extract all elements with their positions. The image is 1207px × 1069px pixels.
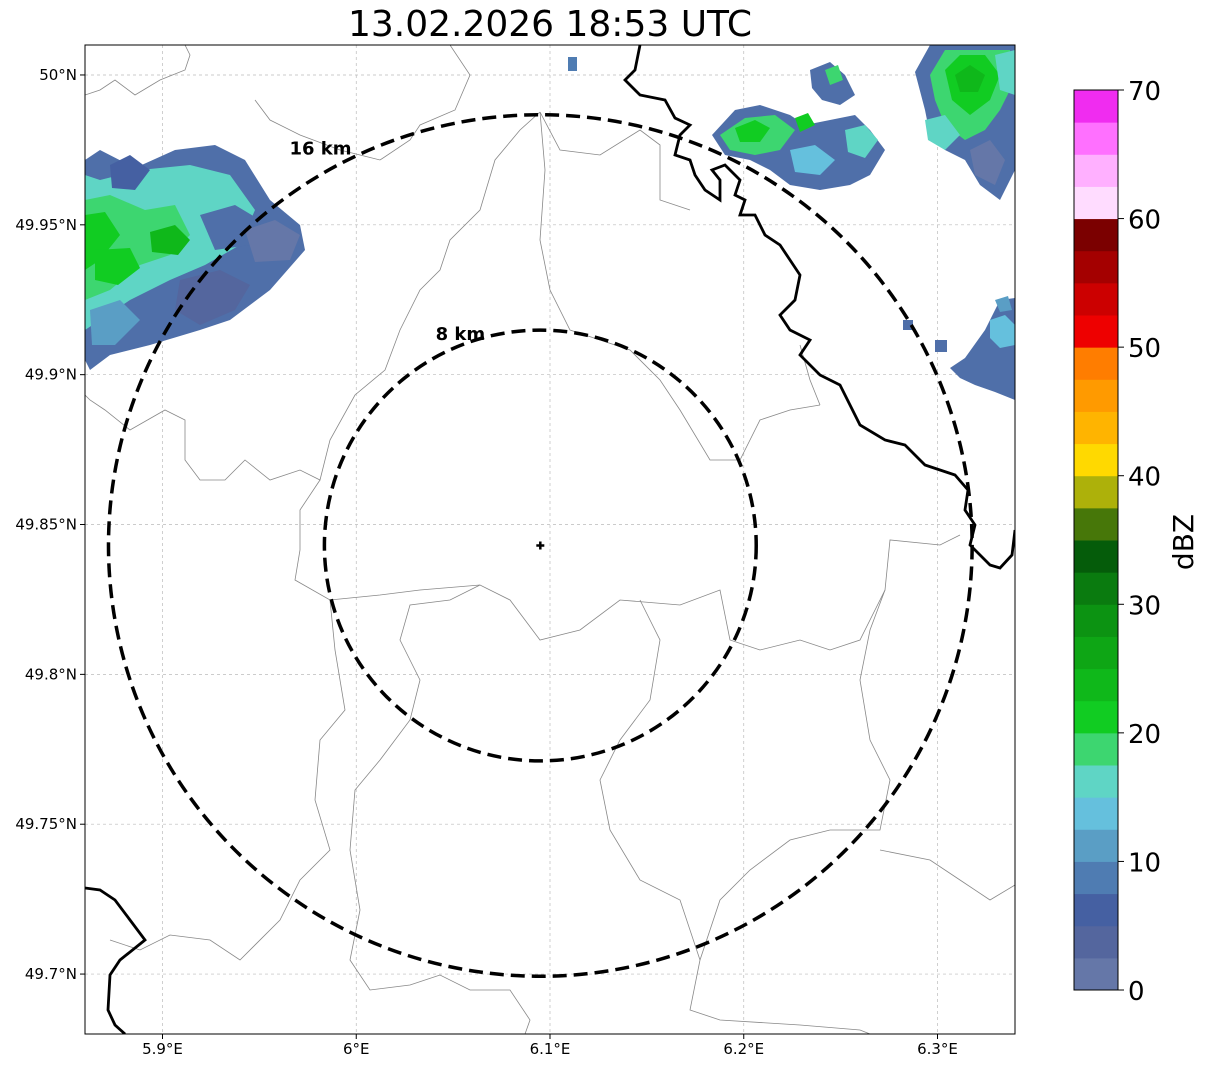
lat-tick-label-5: 49.75°N: [15, 815, 77, 833]
lon-tick-label-0: 5.9°E: [142, 1040, 183, 1058]
lon-tick-label-3: 6.2°E: [723, 1040, 764, 1058]
echo-cluster-north: [712, 62, 885, 190]
colorbar-segment-23: [1074, 218, 1118, 252]
colorbar: 0 10 20 30 40 50 60 70 dBZ: [1073, 77, 1200, 1007]
range-ring-16km: [106, 112, 974, 978]
colorbar-segment-11: [1074, 604, 1118, 637]
range-ring-label-8km: 8 km: [436, 324, 486, 345]
colorbar-tick-label-7: 70: [1128, 77, 1161, 107]
range-ring-8km: [322, 328, 758, 763]
colorbar-segment-6: [1074, 765, 1118, 798]
colorbar-segment-7: [1074, 732, 1118, 766]
country-borders: [85, 45, 1015, 1034]
radar-echoes: [85, 45, 1015, 400]
lat-tick-label-3: 49.85°N: [15, 516, 77, 534]
colorbar-segment-16: [1074, 443, 1118, 477]
colorbar-segment-25: [1074, 154, 1118, 187]
lat-tick-label-0: 50°N: [39, 66, 77, 84]
colorbar-segment-27: [1074, 90, 1118, 123]
echo-cluster-east: [903, 296, 1015, 400]
lat-tick-label-2: 49.9°N: [25, 366, 77, 384]
colorbar-segment-20: [1074, 315, 1118, 348]
colorbar-label: dBZ: [1167, 514, 1200, 570]
lon-tick-label-2: 6.1°E: [530, 1040, 571, 1058]
axis-labels: 5.9°E 6°E 6.1°E 6.2°E 6.3°E 50°N 49.95°N 49.9°N…: [15, 66, 958, 1058]
colorbar-segment-0: [1074, 957, 1118, 991]
colorbar-segment-22: [1074, 250, 1118, 284]
range-rings: 8 km 16 km: [106, 112, 974, 978]
colorbar-segment-13: [1074, 540, 1118, 573]
colorbar-tick-label-4: 40: [1128, 463, 1161, 493]
colorbar-segment-19: [1074, 347, 1118, 380]
admin-boundaries: [85, 45, 1015, 1034]
colorbar-tick-label-0: 0: [1128, 977, 1145, 1007]
echo-small-north: [568, 57, 577, 71]
echo-cluster-northwest: [85, 145, 305, 370]
colorbar-segment-9: [1074, 668, 1118, 702]
colorbar-tick-label-2: 20: [1128, 720, 1161, 750]
lat-tick-label-1: 49.95°N: [15, 216, 77, 234]
colorbar-segment-3: [1074, 861, 1118, 895]
colorbar-frame: [1073, 89, 1119, 991]
colorbar-segment-4: [1074, 829, 1118, 862]
colorbar-tick-label-3: 30: [1128, 591, 1161, 621]
colorbar-segment-8: [1074, 700, 1118, 734]
radar-center-marker: [536, 541, 545, 550]
colorbar-segment-2: [1074, 893, 1118, 927]
map-title: 13.02.2026 18:53 UTC: [347, 4, 753, 45]
lon-tick-label-4: 6.3°E: [917, 1040, 958, 1058]
lat-tick-label-6: 49.7°N: [25, 965, 77, 983]
colorbar-segment-12: [1074, 572, 1118, 605]
colorbar-segment-18: [1074, 379, 1118, 412]
colorbar-tick-label-5: 50: [1128, 334, 1161, 364]
lon-tick-label-1: 6°E: [343, 1040, 370, 1058]
colorbar-segment-14: [1074, 507, 1118, 541]
colorbar-segment-26: [1074, 122, 1118, 155]
colorbar-segment-17: [1074, 411, 1118, 445]
colorbar-segment-1: [1074, 925, 1118, 959]
colorbar-segment-24: [1074, 186, 1118, 220]
map-gridlines: [85, 45, 1015, 1034]
colorbar-tick-label-1: 10: [1128, 848, 1161, 878]
range-ring-label-16km: 16 km: [289, 139, 351, 160]
colorbar-segment-15: [1074, 475, 1118, 509]
lat-tick-label-4: 49.8°N: [25, 665, 77, 683]
colorbar-tick-label-6: 60: [1128, 206, 1161, 236]
colorbar-segment-10: [1074, 636, 1118, 670]
colorbar-segment-5: [1074, 797, 1118, 830]
echo-cluster-northeast: [915, 45, 1015, 200]
colorbar-segment-21: [1074, 282, 1118, 316]
